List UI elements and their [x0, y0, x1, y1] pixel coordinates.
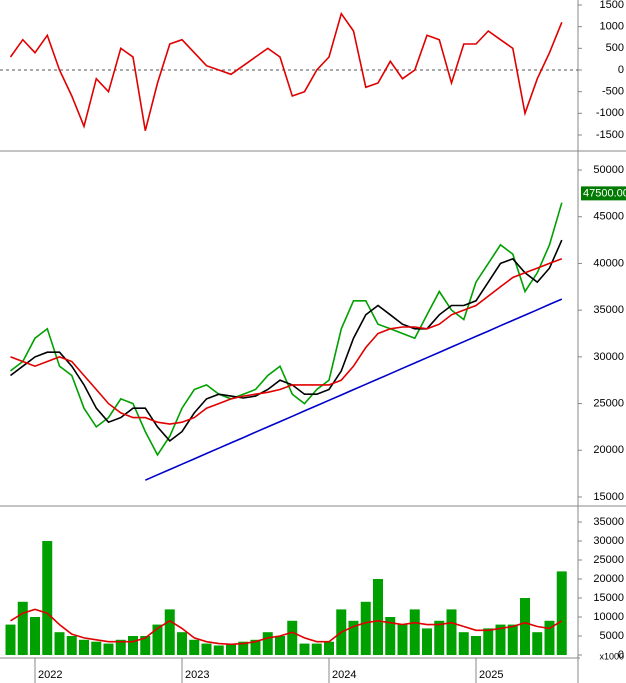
volume-bar	[189, 639, 200, 655]
last-price-label: 47500.00	[583, 187, 626, 199]
volume-bar	[66, 635, 77, 655]
series-line	[144, 298, 563, 481]
volume-bar	[385, 616, 396, 655]
volume-bar	[299, 643, 310, 655]
y-tick-label: 10000	[593, 611, 624, 623]
volume-bar	[471, 635, 481, 655]
volume-bar	[152, 624, 163, 655]
y-tick-label: 35000	[593, 516, 624, 528]
volume-bar	[213, 645, 224, 655]
y-tick-label: 20000	[593, 573, 624, 585]
y-tick-label: 35000	[593, 304, 624, 316]
y-tick-label: 0	[618, 649, 624, 661]
y-tick-label: 40000	[593, 257, 624, 269]
y-tick-label: 15000	[593, 592, 624, 604]
volume-bar	[544, 620, 555, 655]
volume-bar	[324, 641, 334, 655]
volume-bar	[397, 624, 408, 655]
y-tick-label: 25000	[593, 554, 624, 566]
volume-bar	[164, 609, 175, 655]
volume-bar	[128, 635, 138, 655]
volume-bar	[507, 624, 518, 655]
volume-bar	[422, 628, 432, 655]
volume-bar	[532, 632, 543, 655]
x-tick-label: 2022	[38, 669, 62, 681]
y-tick-label: 30000	[593, 535, 624, 547]
volume-bar	[201, 643, 212, 655]
y-tick-label: -500	[602, 86, 624, 98]
volume-bar	[91, 641, 102, 655]
volume-bar	[42, 541, 53, 655]
series-line	[10, 239, 563, 442]
volume-bar	[556, 571, 567, 655]
volume-bar	[434, 620, 445, 655]
volume-bar	[103, 643, 114, 655]
x-tick-label: 2023	[185, 669, 209, 681]
y-tick-label: 5000	[600, 630, 624, 642]
volume-bar	[177, 632, 187, 655]
series-line	[9, 11, 563, 131]
volume-bar	[483, 628, 494, 655]
volume-bar	[250, 639, 261, 655]
volume-bar	[54, 632, 65, 655]
volume-bar	[409, 609, 420, 655]
x-tick-label: 2024	[332, 669, 356, 681]
y-tick-label: 25000	[593, 397, 624, 409]
y-tick-label: 0	[618, 64, 624, 76]
volume-bar	[226, 643, 236, 655]
y-tick-label: 1500	[600, 0, 624, 11]
y-tick-label: 30000	[593, 351, 624, 363]
y-tick-label: -1000	[596, 107, 624, 119]
y-tick-label: 50000	[593, 164, 624, 176]
volume-bar	[520, 597, 530, 655]
y-tick-label: -1500	[596, 129, 624, 141]
series-line	[10, 202, 563, 457]
volume-bar	[495, 624, 506, 655]
volume-bar	[373, 578, 383, 655]
last-price-box	[581, 186, 626, 201]
volume-bar	[115, 639, 126, 655]
volume-bar	[140, 635, 151, 655]
unit-label: x1000	[599, 651, 624, 661]
volume-bar	[238, 641, 249, 655]
volume-bar	[311, 643, 322, 655]
volume-bar	[446, 609, 457, 655]
y-tick-label: 15000	[593, 491, 624, 503]
y-tick-label: 500	[606, 42, 624, 54]
volume-bar	[262, 632, 273, 655]
volume-bar	[30, 616, 40, 655]
y-tick-label: 1000	[600, 21, 624, 33]
y-tick-label: 45000	[593, 211, 624, 223]
x-tick-label: 2025	[479, 669, 503, 681]
volume-bar	[79, 639, 89, 655]
series-line	[10, 258, 563, 425]
y-tick-label: 20000	[593, 444, 624, 456]
volume-bar	[5, 624, 16, 655]
volume-bar	[275, 635, 285, 655]
volume-bar	[287, 620, 298, 655]
volume-bar	[360, 601, 371, 655]
volume-bar	[348, 620, 359, 655]
volume-bar	[17, 601, 28, 655]
series-line	[10, 608, 563, 646]
volume-bar	[458, 632, 469, 655]
